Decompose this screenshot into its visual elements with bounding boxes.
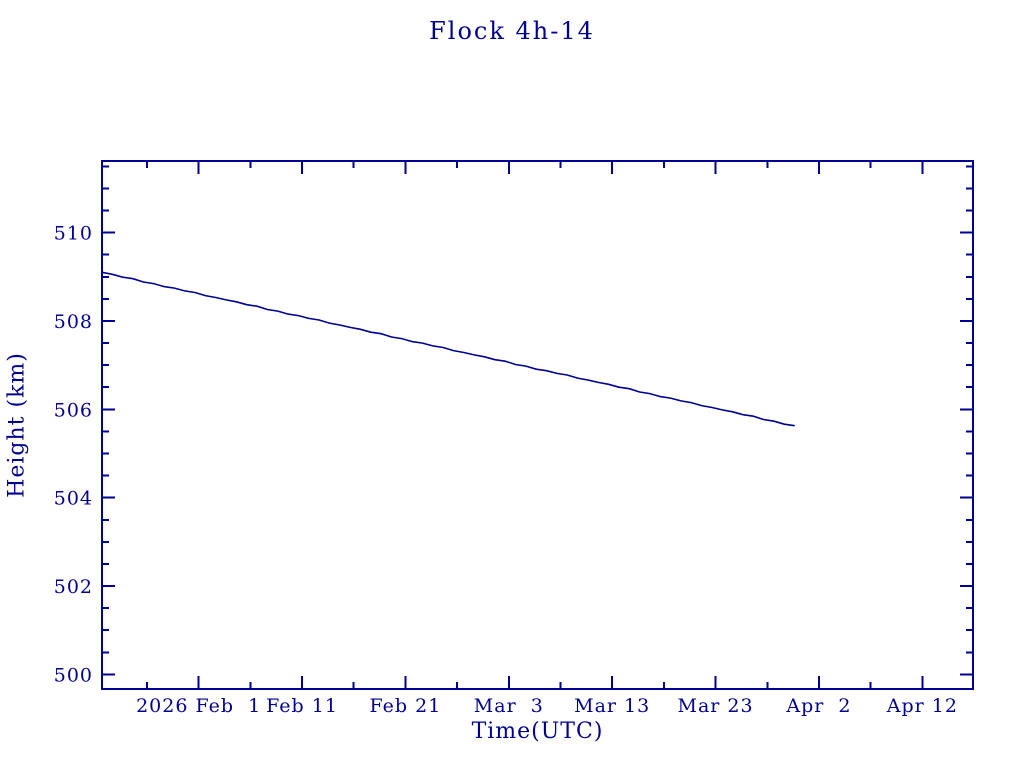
plot-frame — [101, 160, 974, 690]
x-tick-label: Apr 2 — [785, 695, 851, 717]
x-tick-label: Mar 3 — [474, 695, 544, 717]
x-axis-label: Time(UTC) — [471, 719, 604, 744]
x-tick-label: Apr 12 — [886, 695, 958, 717]
chart-title: Flock 4h-14 — [429, 17, 595, 45]
height-series-line — [101, 271, 795, 427]
y-tick-label: 500 — [54, 664, 93, 686]
x-tick-labels: 2026 Feb 1 Feb 11 Feb 21 Mar 3 Mar 13 Mar 23 A… — [136, 695, 958, 717]
x-tick-label: Mar 23 — [678, 695, 754, 717]
x-tick-label: 2026 Feb 1 — [136, 695, 261, 717]
tick-marks — [102, 161, 973, 689]
y-tick-label: 508 — [54, 311, 93, 333]
y-tick-labels: 500 502 504 506 508 510 — [54, 223, 93, 687]
frame-rect — [101, 160, 974, 690]
x-tick-label: Mar 13 — [574, 695, 650, 717]
y-tick-label: 502 — [54, 576, 93, 598]
y-tick-label: 510 — [54, 223, 93, 245]
x-tick-label: Feb 21 — [370, 695, 442, 717]
x-tick-label: Feb 11 — [266, 695, 338, 717]
y-tick-label: 504 — [54, 488, 93, 510]
axis-ticks — [102, 161, 973, 689]
y-tick-label: 506 — [54, 399, 93, 421]
